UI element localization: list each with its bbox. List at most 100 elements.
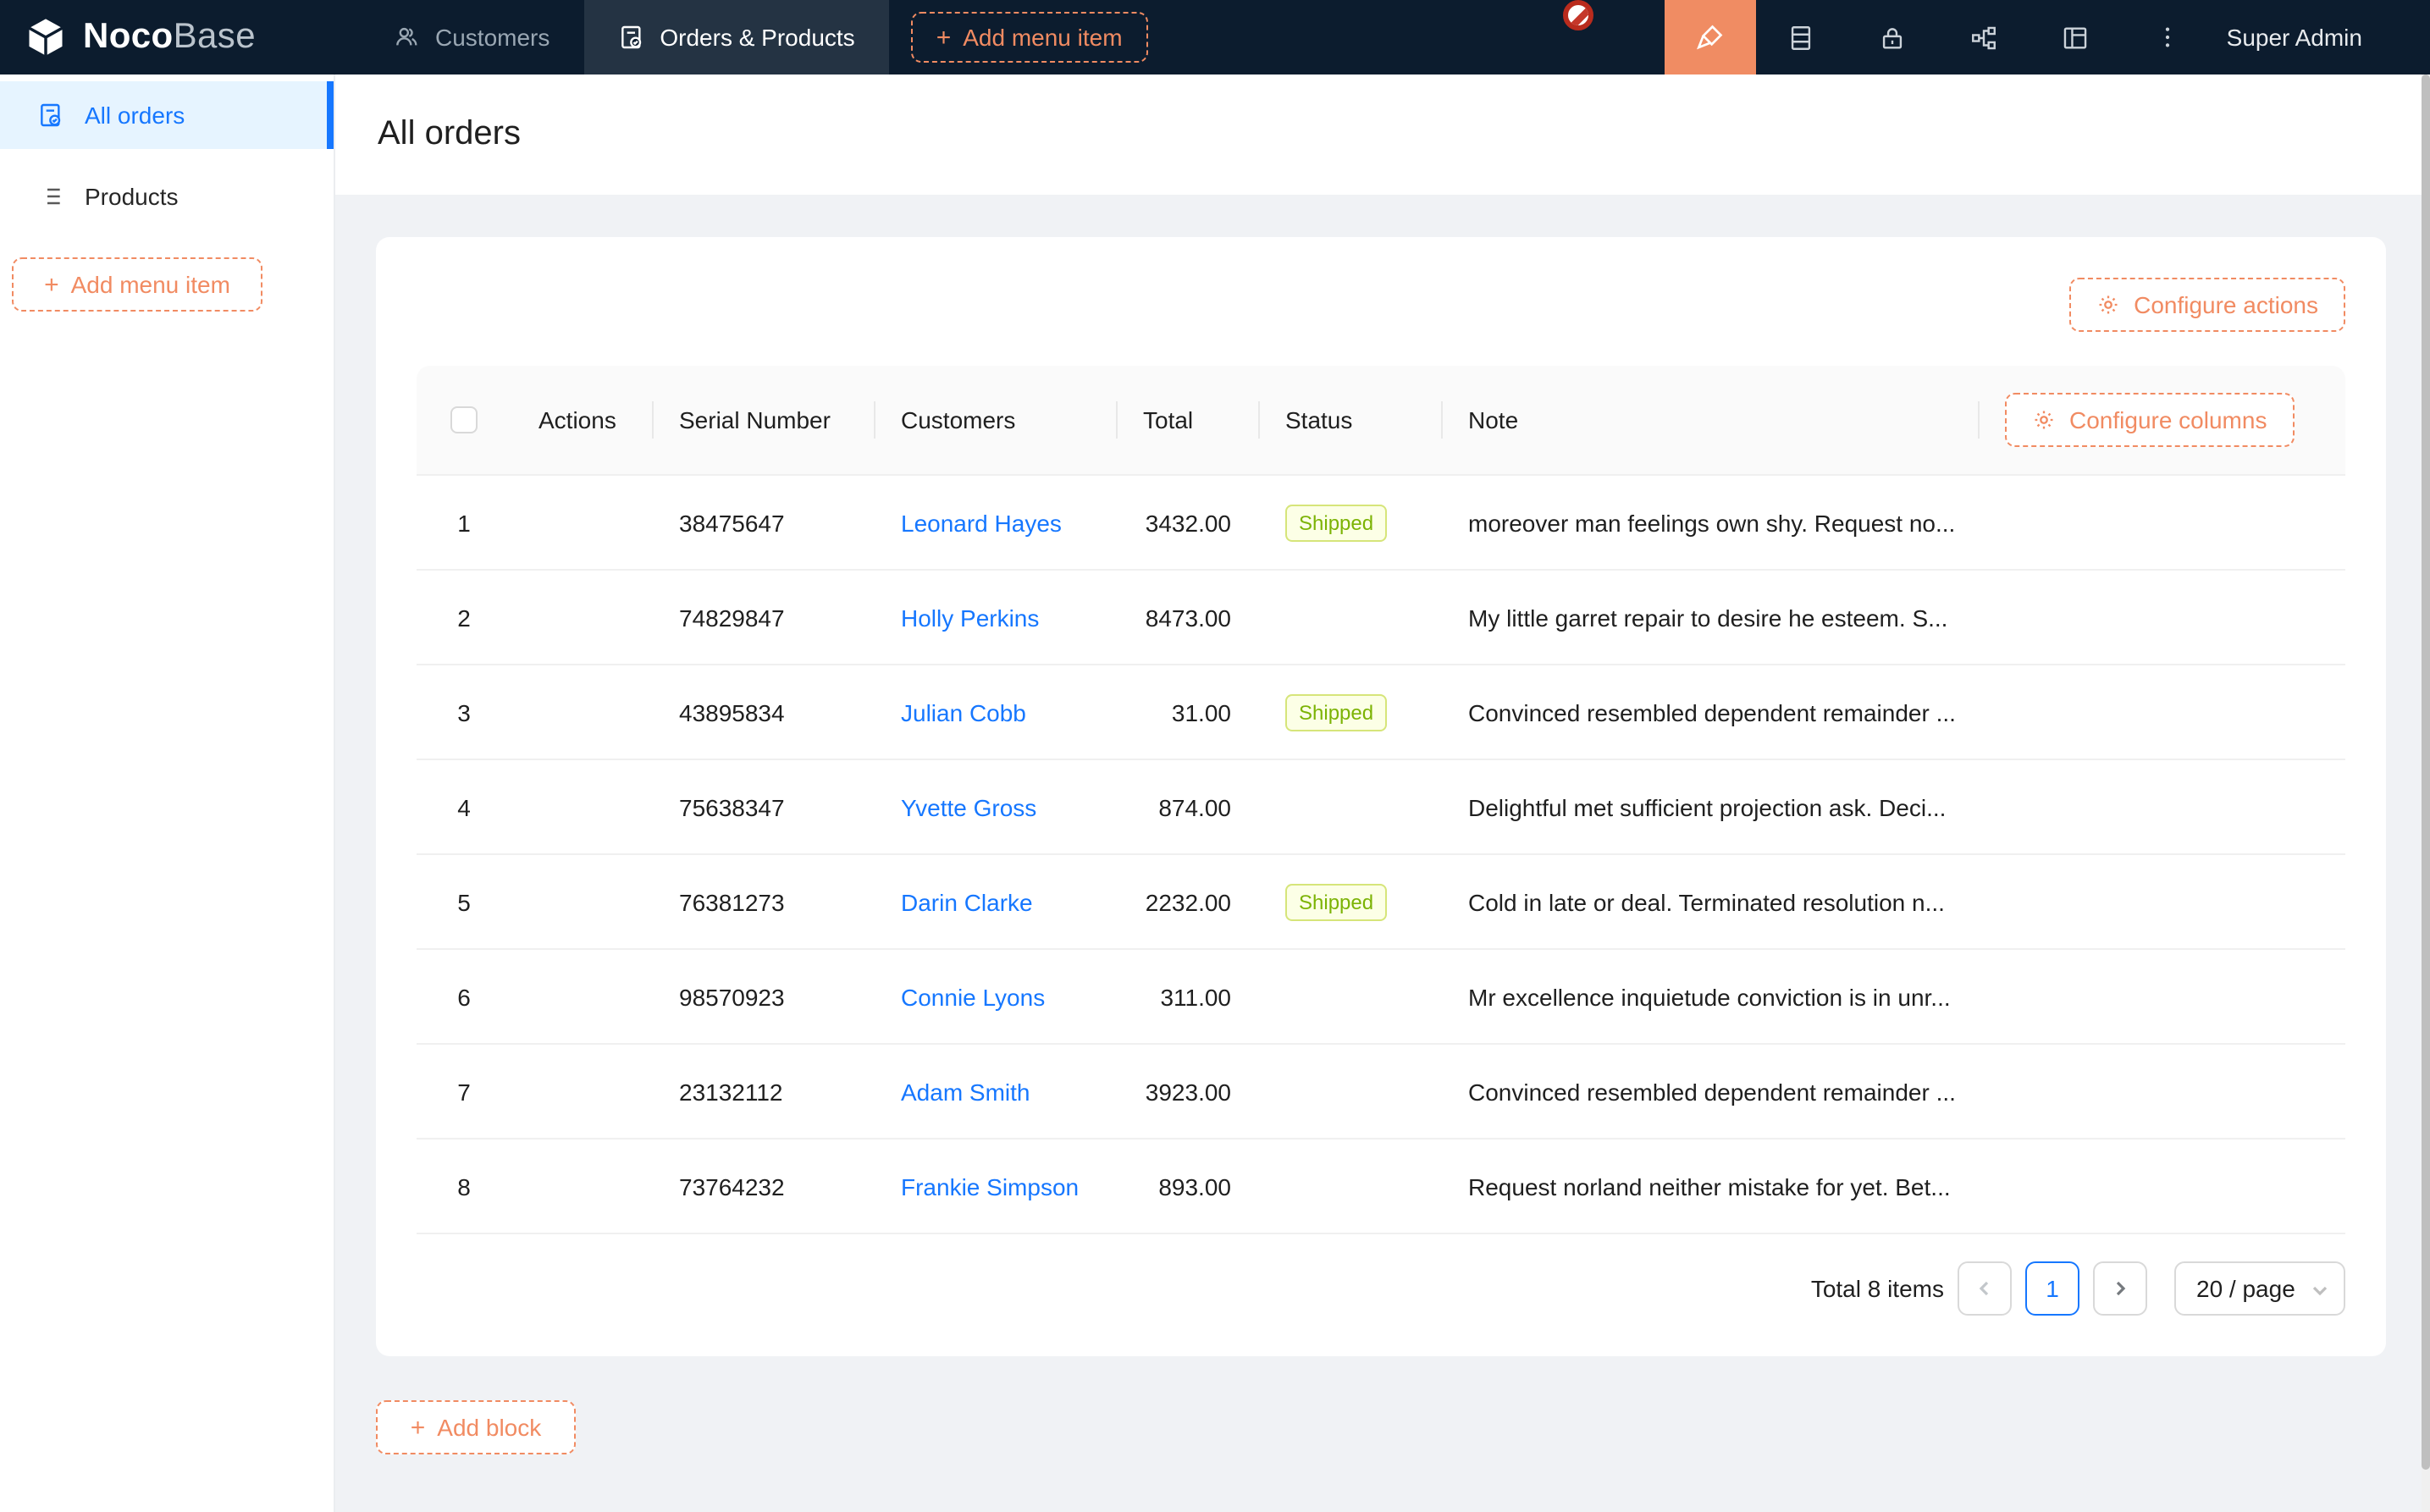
column-header-note[interactable]: Note <box>1441 366 1978 474</box>
note-cell: Request norland neither mistake for yet.… <box>1468 1173 1951 1200</box>
page-size-select[interactable]: 20 / page <box>2174 1261 2345 1316</box>
blocked-cursor-icon <box>1563 0 1593 30</box>
column-header-serial-number[interactable]: Serial Number <box>652 366 874 474</box>
total-cell: 3432.00 <box>1145 509 1231 536</box>
sidebar-item-all-orders[interactable]: All orders <box>0 81 334 149</box>
customer-link[interactable]: Holly Perkins <box>901 604 1040 631</box>
sidebar-item-label: Products <box>85 183 179 210</box>
gear-icon <box>2032 408 2056 432</box>
table-row[interactable]: 2 74829847 Holly Perkins 8473.00 My little g… <box>417 571 2345 665</box>
gear-icon <box>2096 293 2120 317</box>
serial-number-cell: 74829847 <box>679 604 785 631</box>
customer-cell: Holly Perkins <box>874 604 1116 631</box>
customer-link[interactable]: Adam Smith <box>901 1078 1030 1105</box>
total-cell: 874.00 <box>1158 793 1231 820</box>
configure-actions-button[interactable]: Configure actions <box>2069 278 2345 332</box>
user-menu[interactable]: Super Admin <box>2213 0 2430 74</box>
pagination: Total 8 items 1 20 / page <box>417 1261 2345 1316</box>
scrollbar-track[interactable] <box>2422 74 2430 1512</box>
total-cell: 893.00 <box>1158 1173 1231 1200</box>
total-cell: 8473.00 <box>1145 604 1231 631</box>
page-title: All orders <box>378 115 521 152</box>
table-row[interactable]: 7 23132112 Adam Smith 3923.00 Convinced rese… <box>417 1045 2345 1140</box>
note-cell: My little garret repair to desire he est… <box>1468 604 1948 631</box>
scrollbar-thumb[interactable] <box>2422 74 2430 1470</box>
lock-button[interactable] <box>1847 0 1939 74</box>
note-cell: Convinced resembled dependent remainder … <box>1468 1078 1956 1105</box>
pagination-prev-button[interactable] <box>1958 1261 2012 1316</box>
tab-label: Orders & Products <box>660 24 855 51</box>
table-toolbar: Configure actions <box>417 278 2345 332</box>
customer-cell: Adam Smith <box>874 1078 1116 1105</box>
column-header-status[interactable]: Status <box>1258 366 1441 474</box>
sidebar: All orders Products Add menu item <box>0 74 335 1512</box>
column-header-actions[interactable]: Actions <box>538 406 616 433</box>
orders-table: Actions Serial Number Customers Total St… <box>417 366 2345 1234</box>
configure-columns-button[interactable]: Configure columns <box>2005 393 2295 447</box>
logo[interactable]: NocoBase <box>0 0 359 74</box>
nav-add-menu-item-button[interactable]: Add menu item <box>910 12 1148 63</box>
total-cell: 3923.00 <box>1145 1078 1231 1105</box>
pagination-next-button[interactable] <box>2093 1261 2147 1316</box>
table-row[interactable]: 4 75638347 Yvette Gross 874.00 Delightful me… <box>417 760 2345 855</box>
sidebar-add-menu-item-button[interactable]: Add menu item <box>12 257 262 312</box>
orders-table-block: Configure actions Actions Serial Number … <box>376 237 2386 1356</box>
status-cell: Shipped <box>1258 883 1441 920</box>
page-header: All orders <box>335 74 2430 195</box>
pagination-page-1[interactable]: 1 <box>2025 1261 2079 1316</box>
status-cell: Shipped <box>1258 693 1441 731</box>
status-tag: Shipped <box>1285 693 1388 731</box>
note-cell: Delightful met sufficient projection ask… <box>1468 793 1947 820</box>
column-header-customers[interactable]: Customers <box>874 366 1116 474</box>
status-cell: Shipped <box>1258 504 1441 541</box>
team-icon <box>393 24 420 51</box>
customer-cell: Julian Cobb <box>874 698 1116 726</box>
tab-customers[interactable]: Customers <box>359 0 583 74</box>
nocobase-logo-icon <box>24 15 68 59</box>
database-button[interactable] <box>1756 0 1847 74</box>
table-row[interactable]: 5 76381273 Darin Clarke 2232.00 Shipped Cold … <box>417 855 2345 950</box>
ui-editor-button[interactable] <box>1664 0 1756 74</box>
customer-cell: Frankie Simpson <box>874 1173 1116 1200</box>
serial-number-cell: 75638347 <box>679 793 785 820</box>
layout-button[interactable] <box>2030 0 2122 74</box>
navbar-right-actions: Super Admin <box>1664 0 2430 74</box>
sidebar-item-label: All orders <box>85 102 185 129</box>
serial-number-cell: 98570923 <box>679 983 785 1010</box>
sidebar-item-products[interactable]: Products <box>0 163 334 230</box>
row-index: 5 <box>457 888 471 915</box>
row-index: 2 <box>457 604 471 631</box>
table-row[interactable]: 1 38475647 Leonard Hayes 3432.00 Shipped more… <box>417 476 2345 571</box>
table-row[interactable]: 3 43895834 Julian Cobb 31.00 Shipped Convince… <box>417 665 2345 760</box>
plus-icon <box>44 271 59 298</box>
customer-link[interactable]: Leonard Hayes <box>901 509 1062 536</box>
select-all-checkbox[interactable] <box>450 406 478 433</box>
status-tag: Shipped <box>1285 883 1388 920</box>
plugin-nodes-button[interactable] <box>1939 0 2030 74</box>
order-doc-icon <box>617 24 644 51</box>
customer-link[interactable]: Yvette Gross <box>901 793 1037 820</box>
content-area: Configure actions Actions Serial Number … <box>335 195 2430 1512</box>
serial-number-cell: 23132112 <box>679 1078 783 1105</box>
customer-link[interactable]: Julian Cobb <box>901 698 1026 726</box>
row-index: 1 <box>457 509 471 536</box>
table-header-row: Actions Serial Number Customers Total St… <box>417 366 2345 476</box>
order-doc-icon <box>37 102 64 129</box>
note-cell: Cold in late or deal. Terminated resolut… <box>1468 888 1945 915</box>
tab-orders-products[interactable]: Orders & Products <box>583 0 889 74</box>
column-header-total[interactable]: Total <box>1116 366 1258 474</box>
pagination-total: Total 8 items <box>1810 1275 1944 1302</box>
logo-text: NocoBase <box>83 17 256 56</box>
customer-link[interactable]: Frankie Simpson <box>901 1173 1080 1200</box>
table-row[interactable]: 6 98570923 Connie Lyons 311.00 Mr excellence… <box>417 950 2345 1045</box>
row-index: 4 <box>457 793 471 820</box>
more-vertical-button[interactable] <box>2122 0 2213 74</box>
customer-link[interactable]: Darin Clarke <box>901 888 1033 915</box>
customer-cell: Leonard Hayes <box>874 509 1116 536</box>
total-cell: 31.00 <box>1171 698 1231 726</box>
add-block-button[interactable]: Add block <box>376 1400 576 1454</box>
table-row[interactable]: 8 73764232 Frankie Simpson 893.00 Request no… <box>417 1140 2345 1234</box>
plus-icon <box>411 1414 426 1441</box>
customer-link[interactable]: Connie Lyons <box>901 983 1046 1010</box>
customer-cell: Connie Lyons <box>874 983 1116 1010</box>
